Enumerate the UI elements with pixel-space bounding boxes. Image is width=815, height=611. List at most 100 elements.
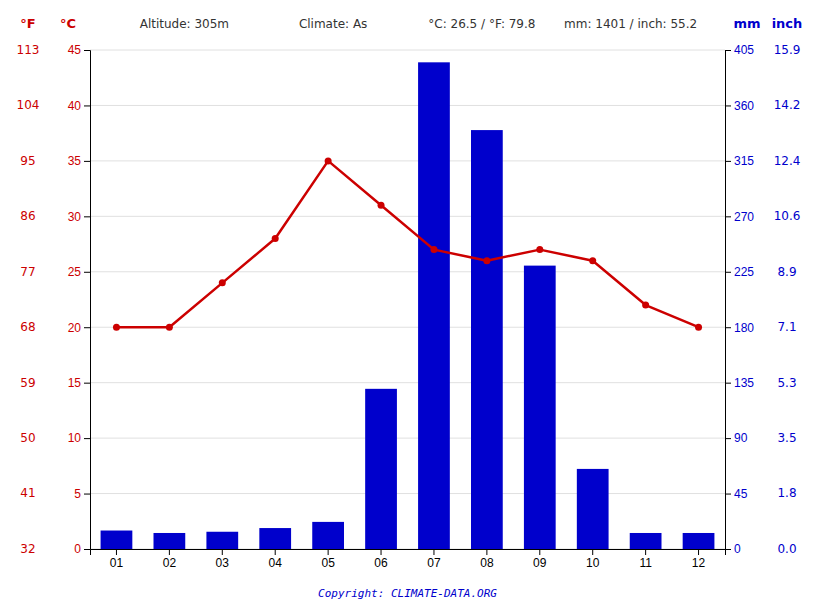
inch-labels: 0.01.83.55.37.18.910.612.414.215.9 (774, 43, 801, 556)
tick: 12 (692, 549, 706, 570)
tick-label: 12 (692, 556, 706, 570)
tick-label: 113 (17, 43, 40, 57)
tick: 06 (374, 549, 388, 570)
tick-label: 30 (68, 210, 82, 224)
tick: 10 (586, 549, 600, 570)
point (695, 324, 702, 331)
annotation: °C: 26.5 / °F: 79.8 (428, 17, 535, 31)
bar (312, 522, 344, 549)
axis-title: °C (60, 16, 76, 31)
tick: 90 (725, 431, 748, 445)
tick-mark (698, 549, 699, 555)
tick-label: 10 (586, 556, 600, 570)
point (325, 157, 332, 164)
tick-mark (486, 549, 487, 555)
tick: 05 (321, 549, 335, 570)
tick: 35 (68, 154, 90, 168)
tick: 15 (68, 376, 90, 390)
tick: 02 (163, 549, 177, 570)
grid-line (90, 382, 725, 383)
axis-title: inch (772, 16, 803, 31)
tick-label: 32 (20, 542, 35, 556)
tick-label: 0 (74, 542, 81, 556)
bar (683, 533, 715, 549)
tick-label: 06 (374, 556, 388, 570)
point (430, 246, 437, 253)
tick-mark (222, 549, 223, 555)
bar (630, 533, 662, 549)
grid-line (90, 105, 725, 106)
point (378, 202, 385, 209)
tick-label: 59 (20, 376, 35, 390)
tick-mark (725, 161, 731, 162)
point (219, 279, 226, 286)
tick-mark (725, 494, 731, 495)
tick: 180 (725, 321, 754, 335)
tick-label: 01 (110, 556, 124, 570)
tick-label: 7.1 (777, 320, 796, 334)
bar (101, 531, 133, 549)
tick-label: 03 (216, 556, 230, 570)
marks (101, 62, 715, 549)
grid-line (90, 160, 725, 161)
bar (577, 469, 609, 549)
point (536, 246, 543, 253)
line (116, 161, 698, 327)
tick-mark (725, 272, 731, 273)
tick: 360 (725, 99, 754, 113)
tick: 135 (725, 376, 754, 390)
grid (90, 50, 725, 549)
axis-line (726, 51, 732, 550)
tick: 5 (74, 487, 90, 501)
tick-mark (84, 161, 90, 162)
tick-mark (275, 549, 276, 555)
tick-mark (645, 549, 646, 555)
annotation: mm: 1401 / inch: 55.2 (564, 17, 697, 31)
tick-label: 35 (68, 154, 82, 168)
point (166, 324, 173, 331)
x-axis: 010203040506070809101112 (91, 549, 726, 570)
grid-line (90, 438, 725, 439)
tick: 07 (427, 549, 441, 570)
tick-label: 04 (269, 556, 283, 570)
tick-label: 25 (68, 265, 82, 279)
tick: 04 (269, 549, 283, 570)
tick-label: 0.0 (777, 542, 796, 556)
tick-label: 68 (20, 320, 35, 334)
tick-label: 45 (68, 43, 82, 57)
tick-label: 180 (734, 321, 754, 335)
tick-label: 225 (734, 265, 754, 279)
tick-label: 40 (68, 99, 82, 113)
tick: 01 (110, 549, 124, 570)
point (483, 257, 490, 264)
tick-mark (725, 327, 731, 328)
tick: 40 (68, 99, 90, 113)
y-axis: 051015202530354045 (68, 43, 91, 556)
tick-label: 315 (734, 154, 754, 168)
tick-label: 5.3 (777, 376, 796, 390)
tick-label: 11 (639, 556, 652, 570)
tick: 0 (74, 542, 90, 556)
grid-line (90, 216, 725, 217)
tick-mark (725, 438, 731, 439)
tick: 20 (68, 321, 90, 335)
tick-mark (433, 549, 434, 555)
tick: 315 (725, 154, 754, 168)
tick-label: 12.4 (774, 154, 801, 168)
plot: 0102030405060708091011120510152025303540… (68, 43, 755, 569)
bar (259, 528, 291, 549)
tick-mark (328, 549, 329, 555)
bar (471, 130, 503, 549)
tick-mark (84, 272, 90, 273)
tick-label: 15.9 (774, 43, 801, 57)
fahrenheit-labels: 3241505968778695104113 (17, 43, 40, 556)
tick-mark (169, 549, 170, 555)
tick-mark (84, 438, 90, 439)
annotation: Altitude: 305m (140, 17, 229, 31)
tick: 45 (725, 487, 748, 501)
annotation: Climate: As (299, 17, 368, 31)
tick-label: 41 (20, 486, 35, 500)
caption: Copyright: CLIMATE-DATA.ORG (318, 587, 497, 600)
tick: 03 (216, 549, 230, 570)
tick-label: 90 (734, 431, 748, 445)
